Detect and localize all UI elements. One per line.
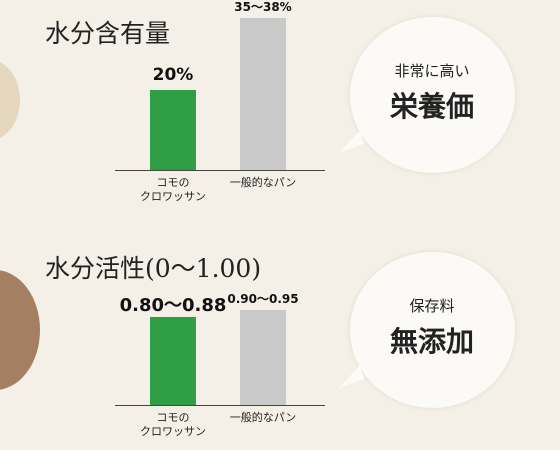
croissant-edge	[0, 60, 20, 140]
chart-title: 水分活性(0〜1.00)	[45, 254, 262, 283]
callout-bubble	[350, 252, 515, 408]
bar	[150, 317, 196, 405]
croissant-edge	[0, 270, 40, 390]
value-label: 0.90〜0.95	[227, 292, 299, 306]
x-tick-label: コモの クロワッサン	[140, 176, 206, 203]
value-label: 35〜38%	[234, 0, 292, 14]
callout-text: 保存料	[409, 297, 455, 315]
callout-text: 非常に高い	[394, 62, 470, 80]
callout-text: 無添加	[389, 325, 474, 358]
x-tick-label: コモの クロワッサン	[140, 411, 206, 438]
value-label: 0.80〜0.88	[119, 295, 227, 316]
bar	[240, 18, 286, 170]
baseline	[115, 405, 325, 406]
callout-tail	[333, 365, 365, 389]
chart-title: 水分含有量	[45, 19, 171, 48]
callout-text: 栄養価	[389, 90, 474, 123]
baseline	[115, 170, 325, 171]
callout-tail	[333, 130, 365, 154]
value-label: 20%	[152, 65, 194, 85]
bar	[240, 310, 286, 405]
x-tick-label: 一般的なパン	[229, 176, 297, 189]
bar	[150, 90, 196, 170]
x-tick-label: 一般的なパン	[229, 411, 297, 424]
callout-bubble	[350, 17, 515, 173]
